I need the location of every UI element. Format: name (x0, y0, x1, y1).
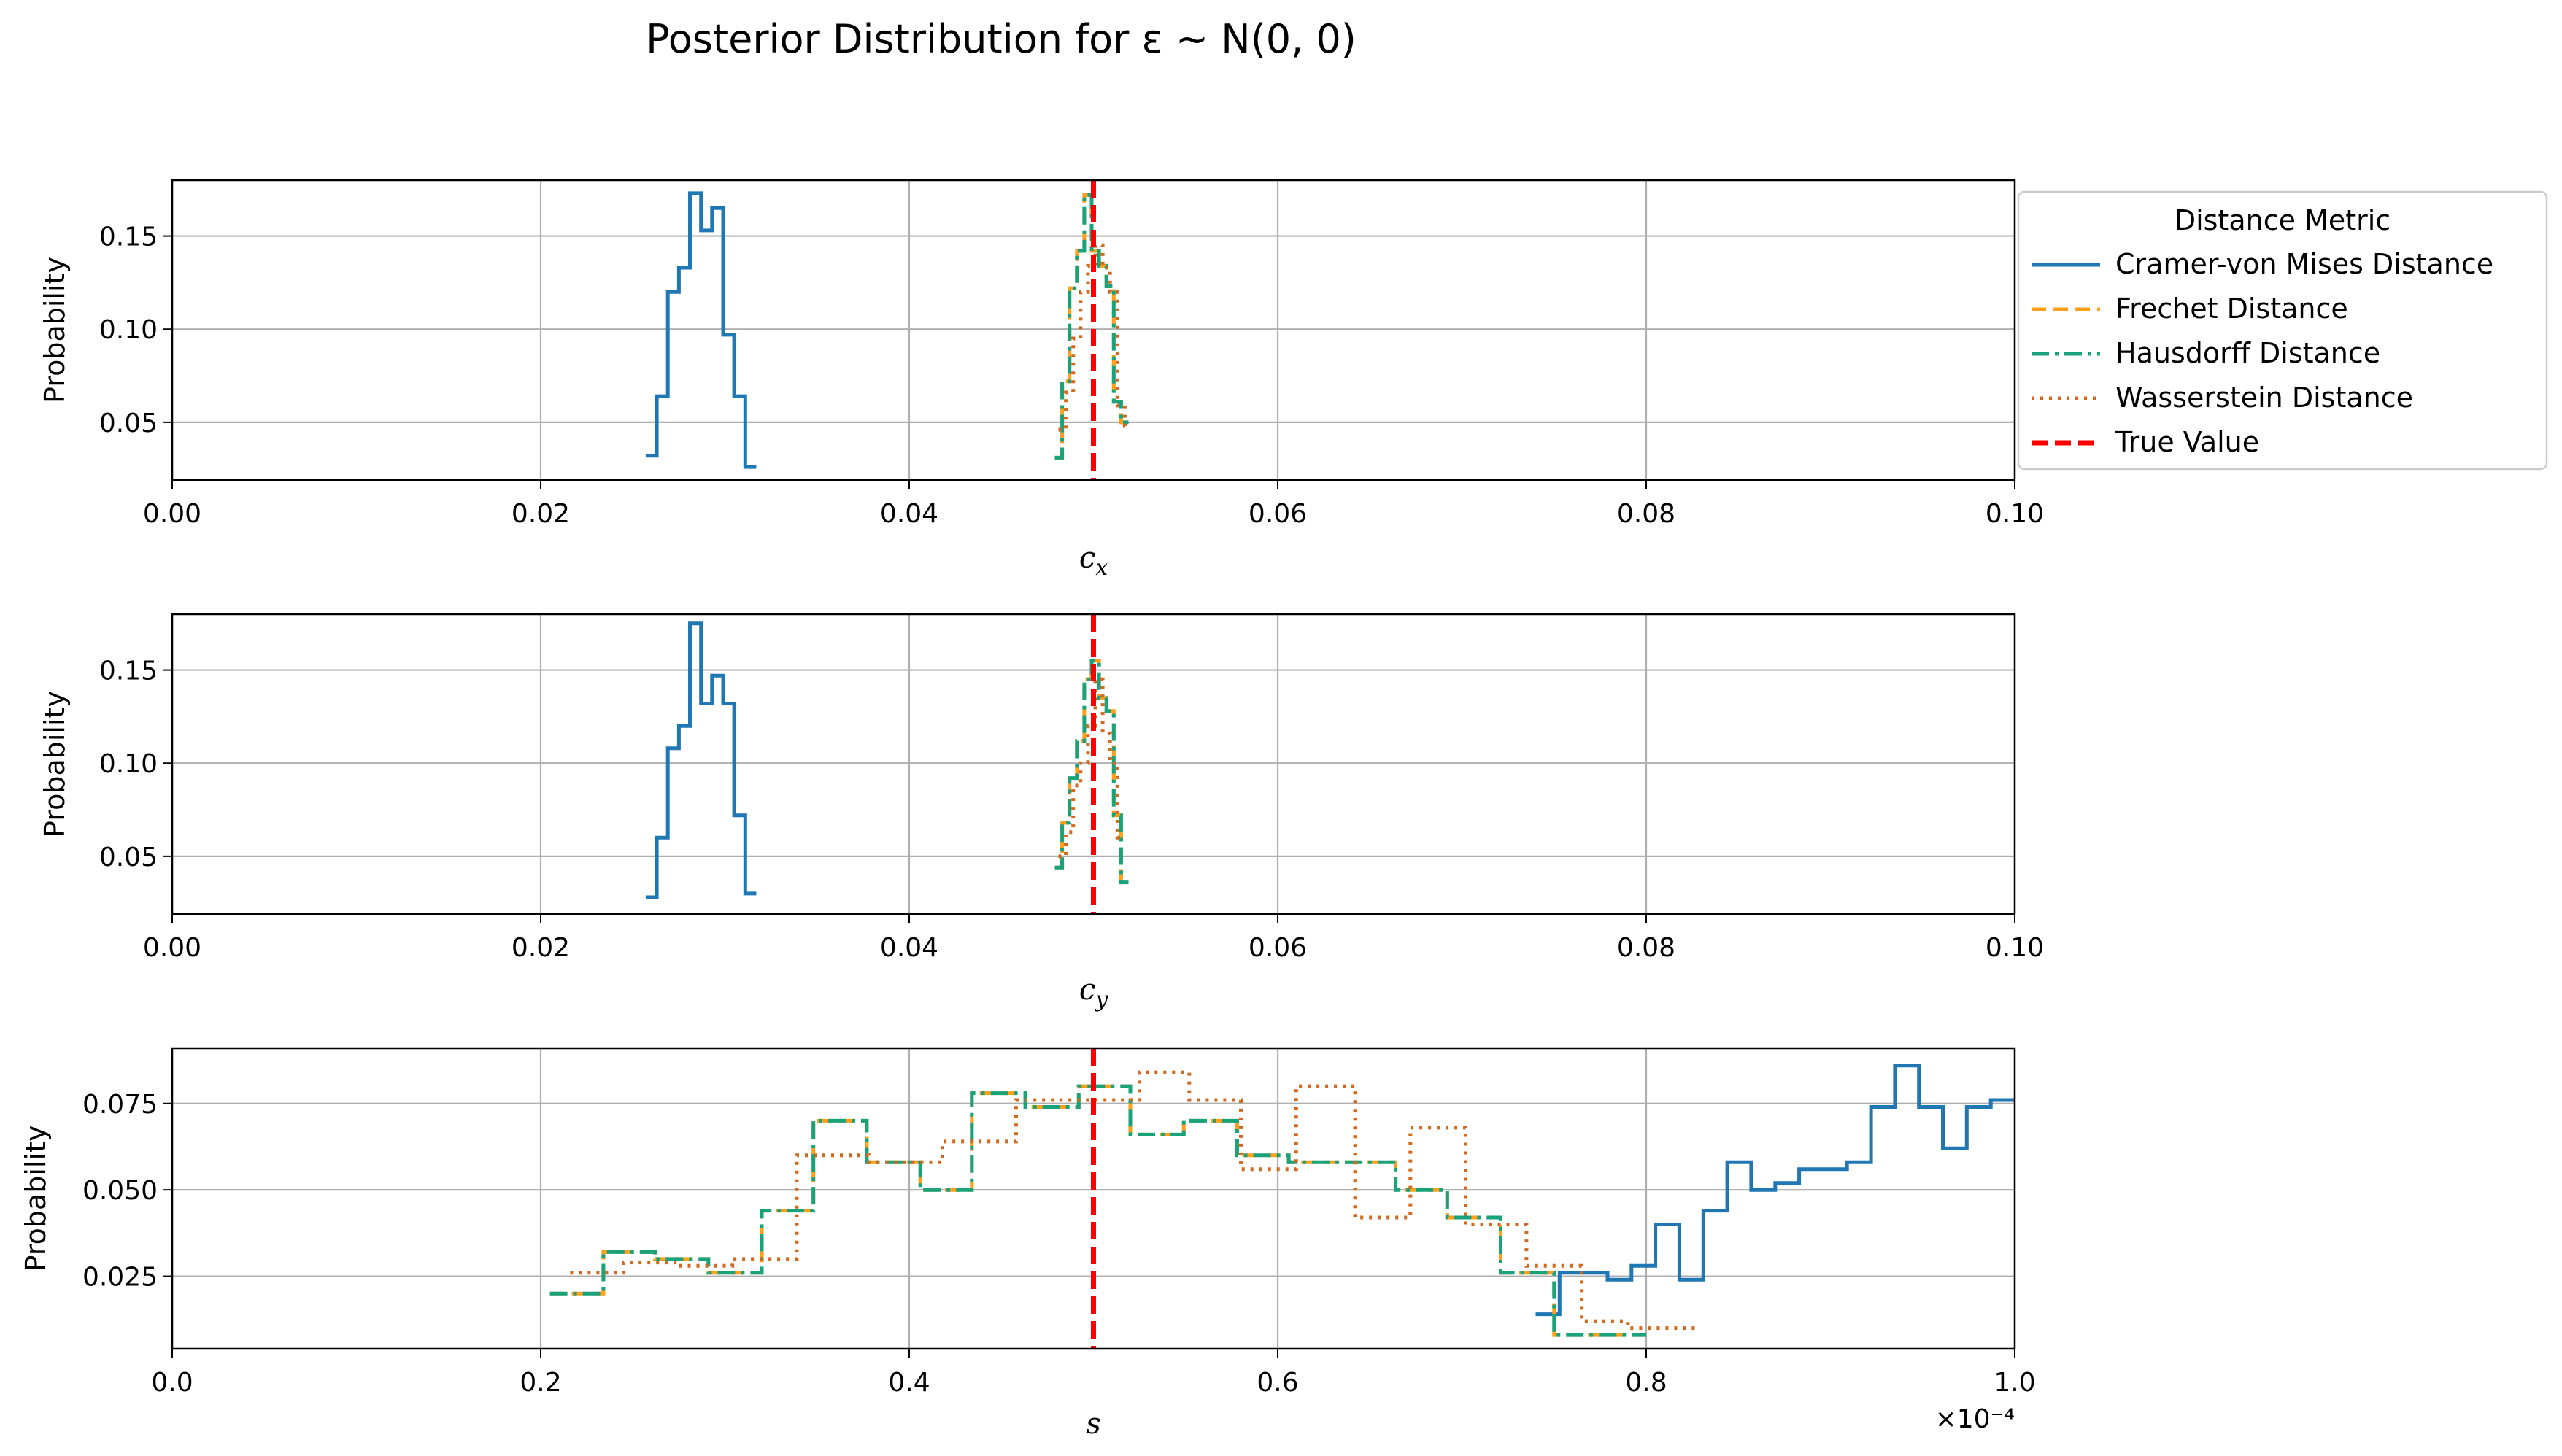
series-cramer-von-mises-distanceline (645, 191, 757, 469)
x-axis-label: cy (1079, 973, 1108, 1012)
subplot-1: 0.00 0.02 0.04 0.06 0.08 0.10 0.05 0.10 0.15 cx Pr… (39, 179, 2044, 581)
y-tick-label: 0.050 (82, 1176, 158, 1206)
subplot-2: 0.00 0.02 0.04 0.06 0.08 0.10 0.05 0.10 0.15 cy Pr… (39, 613, 2044, 1012)
x-axis-label: cx (1079, 541, 1108, 581)
axes-frame (171, 179, 2016, 481)
x-tick-label: 0.04 (880, 933, 938, 963)
y-tick-label: 0.15 (99, 657, 158, 686)
legend-item-label: Cramer-von Mises Distance (2115, 248, 2493, 280)
plots: 0.00 0.02 0.04 0.06 0.08 0.10 0.05 0.10 0.15 cx Pr… (20, 179, 2044, 1441)
x-tick-label: 0.10 (1986, 933, 2044, 963)
legend: Distance Metric Cramer-von Mises Distance… (2017, 190, 2548, 471)
y-tick-label: 0.10 (99, 749, 158, 779)
x-tick-label: 0.8 (1625, 1368, 1667, 1398)
x-tick-label: 0.08 (1617, 499, 1675, 529)
x-tick-label: 0.2 (520, 1368, 561, 1398)
x-tick-label: 0.00 (143, 933, 201, 963)
series-frechet-distanceline (549, 1084, 1646, 1337)
y-axis-label: Probability (39, 257, 71, 403)
series-hausdorff-distanceline (1054, 193, 1129, 460)
x-tick-label: 0.6 (1257, 1368, 1298, 1398)
series-wasserstein-distanceline (1058, 677, 1125, 859)
x-tick-label: 0.06 (1249, 499, 1307, 529)
x-tick-label: 0.02 (512, 933, 570, 963)
x-tick-label: 0.06 (1249, 933, 1307, 963)
axes-frame (171, 613, 2016, 915)
legend-item-label: Hausdorff Distance (2115, 337, 2380, 369)
series-cramer-von-mises-distanceline (645, 621, 757, 899)
x-tick-label: 0.02 (512, 499, 570, 529)
x-axis-label: s (1086, 1407, 1101, 1441)
series-wasserstein-distanceline (570, 1070, 1698, 1331)
y-tick-label: 0.15 (99, 222, 158, 252)
figure-title: Posterior Distribution for ε ~ N(0, 0) (646, 16, 1357, 62)
y-axis-label: Probability (20, 1126, 52, 1272)
legend-item-label: True Value (2115, 426, 2259, 458)
y-tick-label: 0.05 (99, 408, 158, 438)
series-cramer-von-mises-distanceline (1535, 1064, 2015, 1317)
x-tick-label: 0.10 (1986, 499, 2044, 529)
x-tick-label: 0.00 (143, 499, 201, 529)
axes-frame (171, 1047, 2016, 1350)
legend-item-label: Frechet Distance (2115, 293, 2348, 325)
x-axis-multiplier: ×10⁻⁴ (1935, 1404, 2015, 1434)
legend-item-label: Wasserstein Distance (2115, 382, 2413, 414)
y-tick-label: 0.075 (82, 1090, 158, 1120)
y-axis-label: Probability (39, 691, 71, 837)
legend-box (2017, 190, 2548, 471)
y-tick-label: 0.025 (82, 1263, 158, 1293)
legend-title: Distance Metric (2175, 204, 2391, 236)
y-tick-label: 0.05 (99, 843, 158, 872)
x-tick-label: 0.08 (1617, 933, 1675, 963)
x-tick-label: 1.0 (1994, 1368, 2035, 1398)
y-tick-label: 0.10 (99, 315, 158, 345)
x-tick-label: 0.04 (880, 499, 938, 529)
x-tick-label: 0.0 (151, 1368, 193, 1398)
x-tick-label: 0.4 (888, 1368, 930, 1398)
subplot-3: 0.0 0.2 0.4 0.6 0.8 1.0 0.025 0.050 0.075 s Probab… (20, 1047, 2036, 1441)
series-hausdorff-distanceline (549, 1084, 1646, 1337)
